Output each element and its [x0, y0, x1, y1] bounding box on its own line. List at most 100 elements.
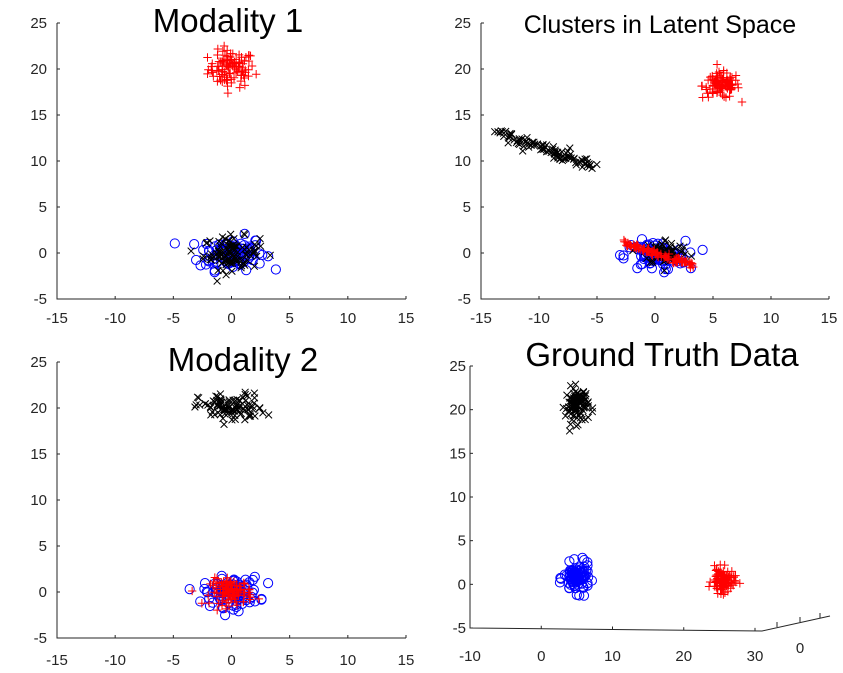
data-point [222, 271, 230, 279]
data-point [207, 62, 216, 71]
data-point [646, 248, 656, 257]
y-tick-label: 10 [30, 153, 47, 170]
data-point [233, 252, 242, 260]
data-point [647, 250, 656, 259]
data-point [199, 583, 210, 595]
y-tick-label: 0 [463, 245, 471, 262]
y-tick-label: 5 [458, 533, 466, 550]
data-point [214, 245, 222, 254]
x-tick-label: -15 [470, 310, 492, 327]
data-point [187, 247, 195, 255]
data-point [226, 230, 235, 239]
data-point [228, 245, 237, 253]
data-point [582, 560, 593, 571]
data-point [203, 69, 212, 79]
data-point [708, 81, 718, 90]
data-point [660, 266, 669, 275]
y-tick-label: 15 [30, 107, 47, 124]
y-tick-label: 25 [30, 354, 47, 371]
data-point [240, 579, 249, 589]
data-point [214, 66, 223, 75]
data-point [618, 253, 629, 264]
data-point [218, 47, 228, 56]
data-point [571, 158, 580, 167]
data-point [516, 136, 525, 144]
data-point [581, 415, 589, 424]
data-point [636, 234, 648, 245]
data-point [209, 72, 218, 81]
x-tick-label: 10 [763, 310, 780, 327]
data-point [235, 582, 244, 591]
data-point [263, 578, 274, 589]
x-tick-label: -15 [46, 310, 68, 327]
data-point [671, 254, 681, 263]
data-point [724, 79, 734, 88]
data-point [672, 257, 681, 267]
data-point [697, 244, 708, 256]
data-point [573, 389, 581, 397]
data-point [553, 149, 562, 157]
data-point [565, 427, 574, 435]
data-point [734, 83, 743, 92]
data-point [220, 420, 228, 429]
data-point [569, 554, 580, 565]
data-point [685, 258, 694, 267]
data-point [229, 396, 237, 404]
data-point [240, 261, 249, 269]
data-point [568, 396, 577, 404]
data-point [593, 160, 601, 169]
data-point [240, 81, 250, 90]
data-point [564, 556, 575, 567]
x-tick-label: 0 [227, 310, 235, 327]
y-tick-label: 5 [463, 199, 471, 216]
latent-space-series-1 [490, 127, 601, 173]
data-point [518, 147, 527, 155]
data-point [199, 252, 208, 260]
data-point [704, 582, 714, 591]
data-point [230, 234, 238, 243]
data-point [678, 246, 686, 255]
data-point [229, 73, 239, 82]
x-tick-label: -5 [590, 310, 603, 327]
data-point [239, 71, 248, 80]
data-point [490, 127, 499, 136]
y-tick-label: 15 [449, 445, 466, 462]
chart-title: Modality 2 [168, 341, 318, 378]
data-point [537, 146, 545, 154]
data-point [217, 399, 226, 407]
data-point [225, 56, 235, 65]
data-point [566, 381, 575, 390]
data-point [223, 586, 233, 596]
data-point [571, 380, 580, 389]
data-point [717, 76, 727, 85]
data-point [713, 589, 722, 598]
latent-space-series-4 [619, 235, 698, 272]
data-point [718, 90, 727, 100]
data-point [681, 250, 689, 259]
data-point [723, 567, 732, 577]
data-point [576, 414, 585, 422]
data-point [195, 596, 206, 607]
data-point [246, 410, 254, 419]
data-point [537, 142, 545, 150]
ground-truth-chart: -10 0 10 20 30 0 -5 0 5 10 15 20 25 Ground Truth Data [449, 336, 831, 665]
data-point [212, 392, 220, 400]
y-tick-label: 20 [30, 61, 47, 78]
data-point [203, 53, 212, 62]
data-point [217, 601, 227, 610]
data-point [204, 598, 214, 608]
data-point [217, 251, 225, 259]
data-point [227, 259, 235, 268]
data-point [569, 155, 578, 164]
data-point [648, 258, 657, 267]
data-point [240, 245, 249, 254]
data-point [226, 69, 235, 78]
data-point [223, 406, 232, 414]
data-point [549, 143, 558, 151]
data-point [228, 267, 236, 275]
data-point [214, 408, 222, 417]
data-point [240, 231, 249, 239]
data-point [222, 76, 231, 85]
data-point [494, 128, 502, 136]
